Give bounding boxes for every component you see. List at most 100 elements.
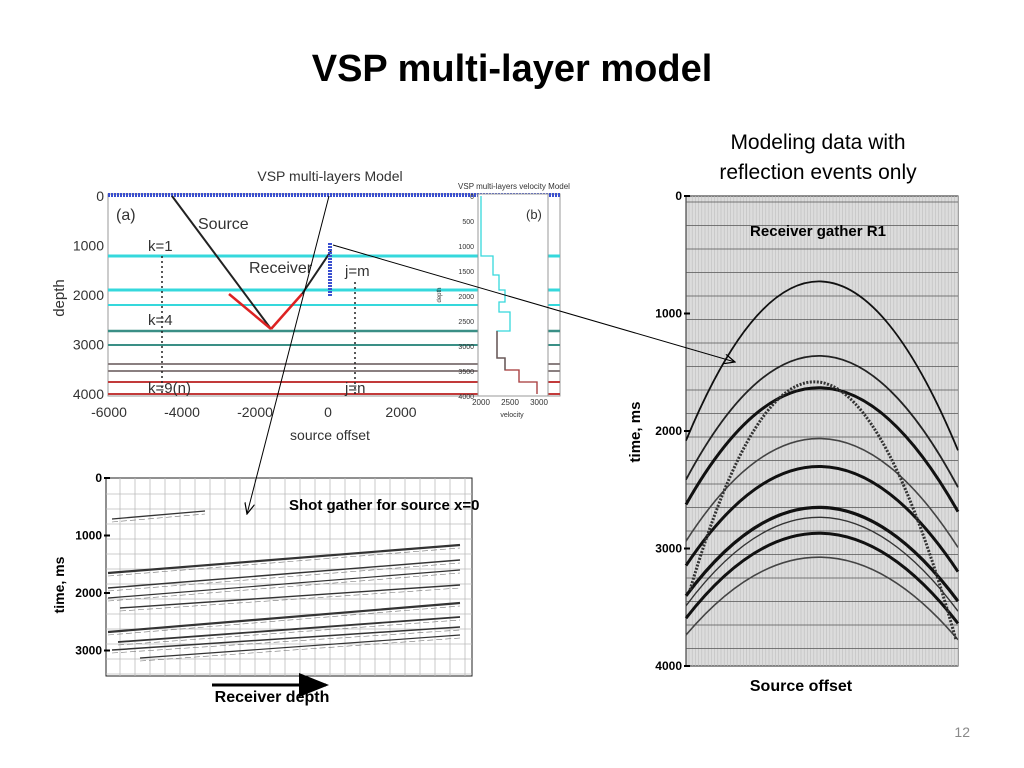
model-xlabel: source offset [290,427,370,443]
velocity-ytick-label: 1000 [458,244,474,251]
shot-reflection-event [111,510,206,520]
shot-gather-traces [107,510,461,662]
arrow-to-receiver-gather [332,244,735,362]
reflection-hyperbola [684,386,960,513]
shot-gather-ytick-label: 0 [95,471,102,485]
right-caption-line2: reflection events only [719,161,917,184]
shot-reflection-ghost [111,629,461,654]
velocity-ytick-label: 3500 [458,369,474,376]
source-label: Source [198,216,249,233]
k1-label: k=1 [148,238,173,255]
shot-reflection-event [111,626,461,651]
shot-reflection-ghost [117,619,461,646]
shot-reflection-event [107,569,461,599]
shot-reflection-event [107,543,461,575]
model-xticks: -6000 -4000 -2000 0 2000 [91,404,417,420]
shot-gather-ylabel: time, ms [51,556,67,613]
shot-reflection-ghost [107,547,461,577]
receiver-gather-yticks: 0 1000 2000 3000 4000 [655,189,690,673]
reflection-hyperbola [685,516,959,612]
velocity-plot-title: VSP multi-layers velocity Model [458,182,570,191]
velocity-yticks: 0 500 1000 1500 2000 2500 3000 3500 4000 [458,194,474,401]
shot-reflection-event [107,559,461,589]
model-ytick-label: 4000 [73,386,104,402]
shot-gather-ytick-label: 2000 [75,586,102,600]
model-ytick-label: 1000 [73,238,104,254]
shot-gather-ytick-label: 3000 [75,644,102,658]
shot-gather-frame [105,477,473,677]
shot-gather-ytick-label: 1000 [75,529,102,543]
k9-label: k=9(n) [148,380,191,397]
velocity-ytick-label: 2500 [458,319,474,326]
model-xtick-label: -4000 [164,404,200,420]
velocity-profile-gray [496,331,506,370]
model-ylabel: depth [51,279,68,317]
model-xtick-label: -6000 [91,404,127,420]
shot-reflection-ghost [107,572,461,602]
ray-up [301,250,332,295]
receiver-gather-xlabel: Source offset [750,678,853,695]
velocity-plot-frame [477,193,549,397]
velocity-ytick-label: 4000 [458,394,474,401]
model-xtick-label: 0 [324,404,332,420]
receiver-gather-ytick-label: 0 [675,189,682,203]
reflection-hyperbola [684,531,960,625]
velocity-xlabel: velocity [500,412,524,419]
ray-red-left [228,293,272,330]
reflection-hyperbola [684,465,960,573]
shot-gather-xlabel: Receiver depth [215,689,330,706]
right-caption-line1: Modeling data with [730,131,906,154]
receiver-label: Receiver [249,260,313,277]
shot-gather: Shot gather for source x=0 time, ms Rece… [51,471,479,706]
ray-red-right [270,293,303,330]
receiver-gather-ytick-label: 1000 [655,307,682,321]
model-ytick-label: 2000 [73,287,104,303]
velocity-xtick-label: 2500 [501,398,519,407]
velocity-ylabel: depth [437,287,443,302]
shot-reflection-event [107,601,461,634]
velocity-ytick-label: 2000 [458,294,474,301]
velocity-ytick-label: 0 [470,194,474,201]
right-caption: Modeling data with reflection events onl… [688,128,948,188]
shot-gather-title: Shot gather for source x=0 [289,497,479,514]
velocity-xtick-label: 3000 [530,398,548,407]
model-yticks: 0 1000 2000 3000 4000 [73,188,104,402]
receiver-gather-curves [684,280,960,641]
slide-title: VSP multi-layer model [311,48,713,90]
shot-reflection-ghost [107,605,461,636]
velocity-xticks: 2000 2500 3000 [472,398,548,407]
shot-reflection-event [117,616,461,643]
ray-down [171,195,272,330]
receiver-gather-frame [685,195,959,667]
receiver-gather: Receiver gather R1 time, ms Source offse… [627,189,960,695]
velocity-ytick-label: 1500 [458,269,474,276]
page-number: 12 [954,724,970,740]
model-plot-title: VSP multi-layers Model [257,168,402,184]
velocity-ytick-label: 3000 [458,344,474,351]
model-ytick-label: 0 [96,188,104,204]
jn-label: j=n [344,380,365,397]
reflection-hyperbola [685,355,959,488]
shot-reflection-ghost [107,562,461,592]
shot-reflection-ghost [111,513,206,523]
k4-label: k=4 [148,312,173,329]
shot-reflection-event [139,634,461,659]
velocity-xtick-label: 2000 [472,398,490,407]
direct-wave-hyperbola [688,380,958,641]
reflection-hyperbola [684,505,960,603]
model-xtick-label: 2000 [385,404,416,420]
model-ytick-label: 3000 [73,337,104,353]
receiver-gather-ytick-label: 2000 [655,424,682,438]
shot-reflection-event [119,584,461,609]
receiver-gather-ytick-label: 4000 [655,659,682,673]
velocity-ytick-label: 500 [462,219,474,226]
receiver-gather-ytick-label: 3000 [655,542,682,556]
receiver-gather-title: Receiver gather R1 [750,223,886,240]
model-panel-label: (a) [116,207,136,224]
velocity-plot: VSP multi-layers velocity Model (b) dept… [437,182,570,419]
velocity-panel-label: (b) [526,207,542,222]
shot-reflection-ghost [119,587,461,612]
receiver-gather-ylabel: time, ms [627,402,644,463]
model-xtick-label: -2000 [237,404,273,420]
